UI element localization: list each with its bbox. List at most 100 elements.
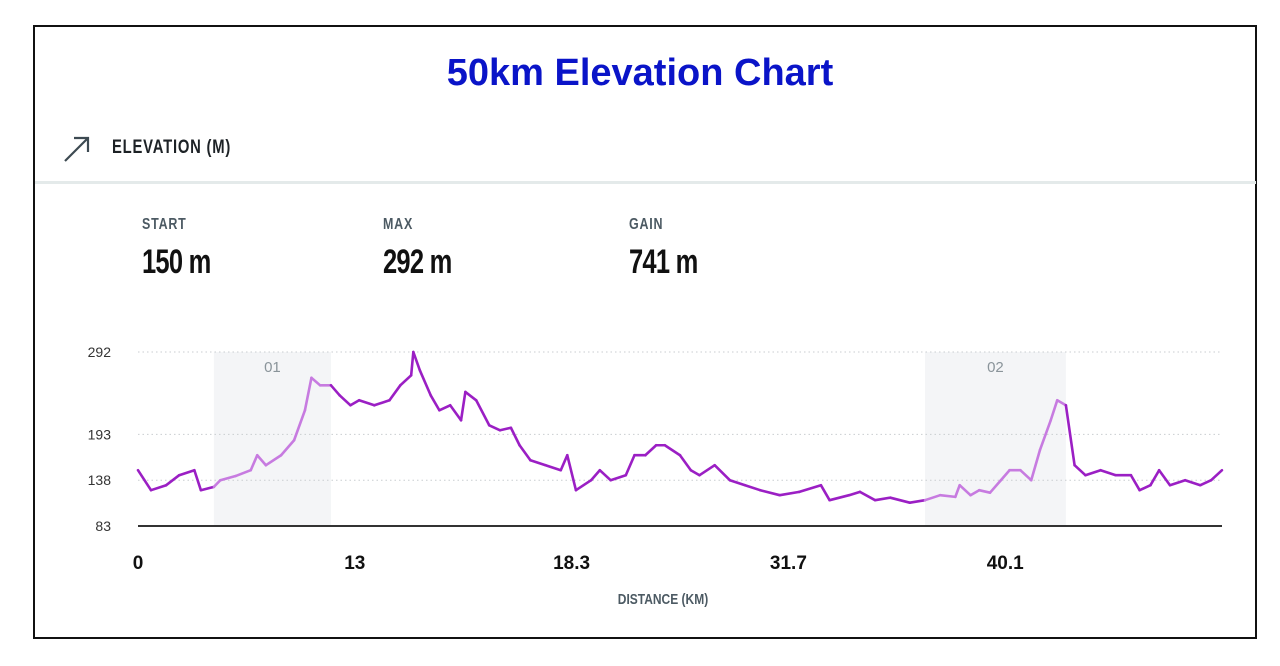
segment-label: 01: [264, 359, 281, 376]
elevation-line-segment: [357, 398, 376, 407]
elevation-line-segment: [1038, 418, 1053, 452]
elevation-line-segment: [624, 453, 636, 477]
elevation-line-segment: [373, 398, 391, 407]
elevation-line-segment: [429, 393, 441, 412]
elevation-line-segment: [498, 426, 513, 432]
elevation-line-segment: [438, 403, 452, 412]
elevation-line-segment: [1138, 483, 1152, 492]
chart-frame: [33, 25, 1257, 639]
elevation-line-segment: [743, 483, 762, 492]
elevation-line-segment: [828, 493, 851, 502]
elevation-line-segment: [249, 453, 259, 472]
elevation-line-segment: [303, 376, 313, 412]
elevation-line-segment: [1199, 478, 1213, 487]
elevation-line-segment: [349, 398, 361, 407]
elevation-line-segment: [888, 496, 912, 504]
x-axis-label: DISTANCE (KM): [618, 591, 708, 608]
elevation-line-segment: [388, 384, 402, 402]
elevation-line-segment: [464, 390, 478, 402]
y-tick-label: 193: [88, 426, 112, 442]
elevation-line-segment: [958, 483, 972, 497]
elevation-line-segment: [338, 393, 352, 407]
elevation-line-segment: [758, 488, 782, 497]
elevation-line-segment: [663, 443, 682, 457]
elevation-line-segment: [847, 490, 862, 497]
elevation-line-segment: [689, 468, 701, 477]
elevation-line-segment: [518, 443, 532, 462]
divider: [35, 181, 1256, 184]
elevation-line-segment: [977, 488, 992, 494]
y-tick-label: 83: [95, 518, 111, 534]
elevation-line-segment: [474, 398, 491, 427]
stat-label: MAX: [383, 216, 414, 233]
elevation-line-segment: [418, 369, 432, 397]
stat-value: 292 m: [383, 243, 452, 281]
x-tick-label: 40.1: [987, 553, 1024, 574]
elevation-line-segment: [969, 488, 981, 497]
elevation-line-segment: [219, 474, 237, 482]
elevation-line-segment: [212, 478, 222, 489]
elevation-line-segment: [329, 384, 341, 397]
stat-value: 741 m: [629, 243, 698, 281]
elevation-line-segment: [149, 483, 168, 492]
elevation-line-segment: [1049, 398, 1059, 422]
elevation-line-segment: [1019, 468, 1033, 482]
elevation-line-segment: [999, 468, 1011, 482]
y-tick-label: 292: [88, 344, 112, 360]
x-tick-label: 31.7: [770, 553, 807, 574]
elevation-line-segment: [1073, 463, 1087, 477]
elevation-line-segment: [858, 490, 877, 502]
elevation-line-segment: [559, 453, 569, 472]
elevation-line-segment: [1149, 468, 1161, 487]
elevation-line-segment: [177, 468, 196, 477]
elevation-line-segment: [544, 463, 563, 472]
x-tick-label: 0: [133, 553, 144, 574]
elevation-line-segment: [193, 468, 203, 492]
section-label: ELEVATION (M): [112, 137, 232, 158]
elevation-line-segment: [529, 458, 547, 467]
elevation-line-segment: [459, 390, 467, 422]
stat-gain: GAIN 741 m: [629, 216, 720, 282]
elevation-line-segment: [1099, 468, 1118, 477]
elevation-line-segment: [954, 483, 961, 499]
elevation-line-segment: [1084, 468, 1102, 477]
arrow-up-right-icon: [64, 136, 90, 162]
x-tick-label: 13: [344, 553, 365, 574]
elevation-line-segment: [487, 423, 502, 432]
elevation-line-segment: [1129, 473, 1141, 492]
elevation-line-segment: [728, 478, 747, 487]
stat-start: START 150 m: [142, 216, 233, 282]
elevation-line-segment: [399, 374, 413, 387]
elevation-line-segment: [1157, 468, 1172, 487]
elevation-line-segment: [448, 403, 463, 422]
elevation-line-segment: [598, 468, 612, 482]
elevation-line-segment: [644, 443, 658, 457]
x-tick-label: 18.3: [553, 553, 590, 574]
elevation-line-segment: [938, 493, 957, 499]
elevation-line-segment: [310, 376, 322, 387]
elevation-line-segment: [797, 483, 823, 494]
elevation-line-segment: [164, 473, 181, 487]
y-tick-label: 138: [88, 472, 112, 488]
elevation-line-segment: [1183, 478, 1202, 487]
elevation-line-segment: [264, 453, 283, 467]
elevation-line-segment: [908, 498, 927, 504]
elevation-line-segment: [234, 468, 253, 478]
elevation-line-segment: [574, 478, 593, 492]
elevation-line-segment: [255, 453, 268, 467]
elevation-line-segment: [1029, 448, 1042, 482]
stat-label: GAIN: [629, 216, 664, 233]
elevation-line-segment: [509, 426, 521, 447]
elevation-line-segment: [778, 490, 801, 497]
elevation-line-segment: [199, 485, 216, 492]
elevation-line-segment: [565, 453, 578, 492]
elevation-line-segment: [589, 468, 602, 482]
elevation-line-segment: [698, 463, 716, 477]
elevation-line-segment: [713, 463, 732, 482]
elevation-line-segment: [292, 408, 307, 442]
elevation-line-segment: [1209, 468, 1224, 482]
elevation-line-segment: [409, 350, 415, 377]
elevation-line-segment: [136, 468, 153, 492]
stat-label: START: [142, 216, 187, 233]
